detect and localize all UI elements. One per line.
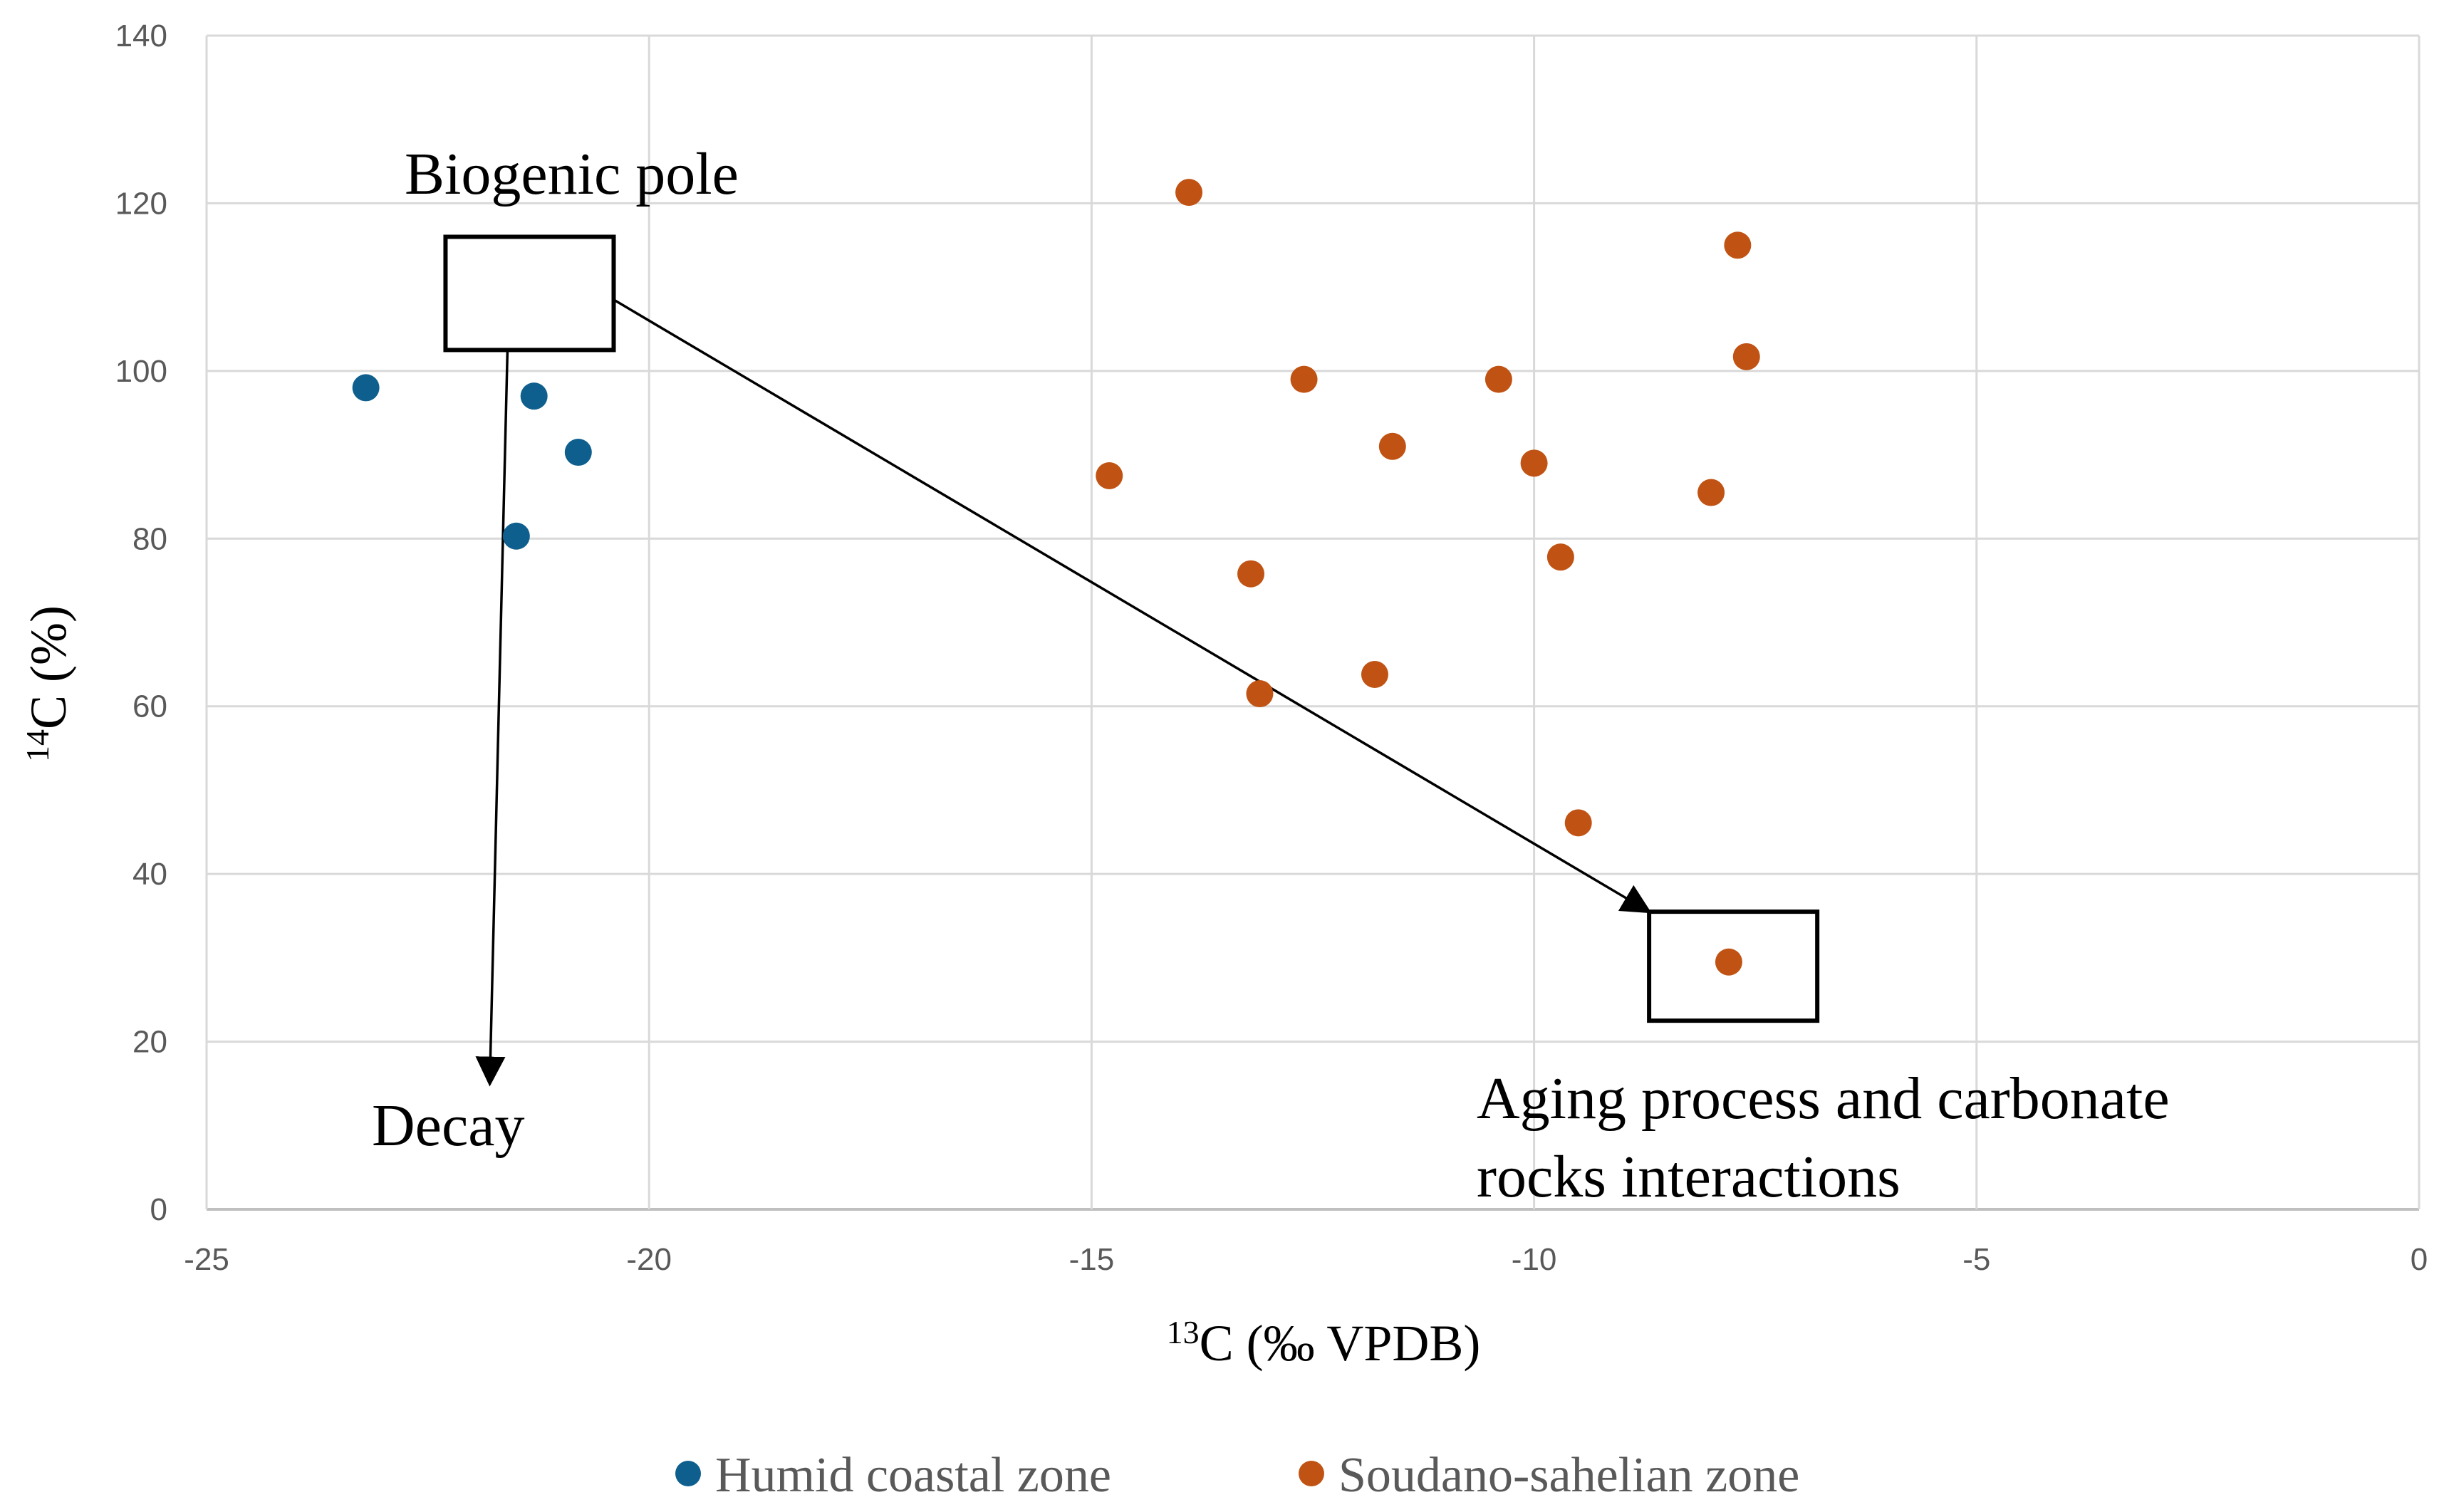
legend-label-humid: Humid coastal zone xyxy=(715,1448,1111,1503)
soudano-sahelian-point xyxy=(1361,660,1388,688)
data-points xyxy=(352,179,1760,976)
y-axis-title-sup: 14 xyxy=(19,729,56,762)
soudano-sahelian-point xyxy=(1546,543,1574,571)
soudano-sahelian-point xyxy=(1697,479,1725,506)
biogenic-pole-label: Biogenic pole xyxy=(405,141,739,207)
y-tick-label: 60 xyxy=(132,689,167,724)
humid-coastal-point xyxy=(502,522,530,550)
legend-label-soudano: Soudano-sahelian zone xyxy=(1338,1448,1799,1503)
decay-arrow xyxy=(475,350,509,1087)
x-axis-title-rest: C (‰ VPDB) xyxy=(1200,1315,1481,1372)
soudano-sahelian-point xyxy=(1378,432,1406,460)
aging-label-line1: Aging process and carbonate xyxy=(1477,1065,2170,1132)
soudano-sahelian-point xyxy=(1715,948,1742,976)
biogenic-pole-box xyxy=(443,234,616,353)
y-axis-title: 14C (%) xyxy=(19,605,77,762)
soudano-sahelian-point xyxy=(1096,462,1123,489)
y-tick-label: 100 xyxy=(115,354,167,389)
soudano-sahelian-point xyxy=(1520,449,1548,477)
soudano-sahelian-point xyxy=(1175,179,1203,207)
soudano-sahelian-point xyxy=(1564,809,1592,837)
y-tick-label: 120 xyxy=(115,186,167,221)
decay-label: Decay xyxy=(372,1093,525,1159)
y-tick-label: 0 xyxy=(150,1192,167,1227)
soudano-sahelian-point xyxy=(1732,343,1760,370)
aging-arrow xyxy=(613,298,1652,914)
x-tick-label: -10 xyxy=(1512,1242,1557,1277)
y-axis-title-rest: C (%) xyxy=(20,605,77,729)
x-tick-label: 0 xyxy=(2411,1242,2428,1277)
annotation-overlays xyxy=(443,234,1820,1087)
x-tick-label: -25 xyxy=(184,1242,229,1277)
humid-coastal-point xyxy=(520,382,548,410)
y-tick-label: 20 xyxy=(132,1025,167,1060)
gridlines xyxy=(205,34,2420,1211)
humid-coastal-point xyxy=(352,374,380,402)
humid-coastal-point xyxy=(564,439,592,466)
x-tick-label: -20 xyxy=(626,1242,672,1277)
aging-process-box xyxy=(1647,909,1820,1023)
legend-marker-humid xyxy=(675,1461,701,1486)
y-tick-label: 140 xyxy=(115,19,167,53)
soudano-sahelian-point xyxy=(1724,231,1752,259)
y-tick-label: 40 xyxy=(132,857,167,892)
x-axis-title-sup: 13 xyxy=(1167,1314,1200,1350)
legend: Humid coastal zone Soudano-sahelian zone xyxy=(675,1448,1799,1503)
legend-marker-soudano xyxy=(1299,1461,1324,1486)
x-axis-title: 13C (‰ VPDB) xyxy=(1167,1314,1481,1372)
x-tick-label: -15 xyxy=(1069,1242,1115,1277)
soudano-sahelian-point xyxy=(1246,680,1274,708)
x-tick-label: -5 xyxy=(1962,1242,1990,1277)
soudano-sahelian-point xyxy=(1290,365,1318,393)
aging-label-line2: rocks interactions xyxy=(1477,1144,1900,1210)
x-axis-ticks: -25 -20 -15 -10 -5 0 xyxy=(184,1242,2428,1277)
soudano-sahelian-point xyxy=(1237,560,1265,588)
soudano-sahelian-point xyxy=(1484,365,1512,393)
y-axis-ticks: 0 20 40 60 80 100 120 140 xyxy=(115,19,167,1227)
y-tick-label: 80 xyxy=(132,521,167,556)
